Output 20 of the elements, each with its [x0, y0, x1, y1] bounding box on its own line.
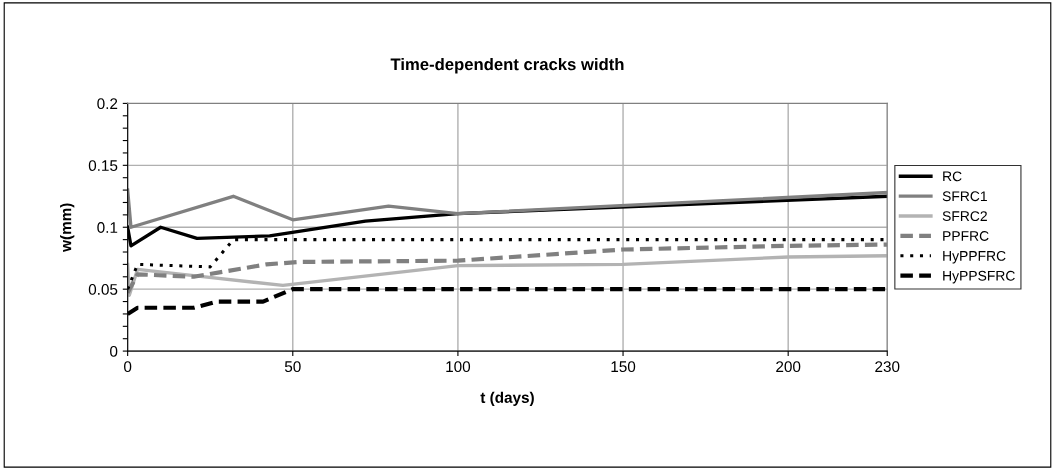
chart-title: Time-dependent cracks width [390, 57, 624, 74]
x-tick-label: 230 [875, 361, 900, 373]
y-tick-label: 0.05 [88, 284, 118, 295]
y-axis-title: w(mm) [60, 203, 75, 252]
x-tick-label: 0 [124, 361, 132, 373]
legend-label: HyPPSFRC [943, 270, 1015, 284]
x-tick-label: 100 [446, 361, 471, 373]
legend-label: SFRC1 [942, 191, 987, 202]
y-tick-label: 0.15 [88, 160, 118, 172]
legend-label: SFRC2 [942, 211, 987, 222]
y-tick-label: 0.1 [97, 222, 118, 233]
y-tick-label: 0 [110, 345, 118, 357]
x-tick-label: 150 [611, 361, 636, 373]
legend-label: HyPPFRC [943, 250, 1006, 264]
x-axis-title: t (days) [480, 391, 534, 406]
y-tick-label: 0.2 [97, 98, 118, 110]
legend-label: RC [943, 171, 962, 182]
x-tick-label: 200 [776, 361, 801, 373]
x-tick-label: 50 [284, 361, 301, 373]
legend-label: PPFRC [943, 231, 989, 241]
